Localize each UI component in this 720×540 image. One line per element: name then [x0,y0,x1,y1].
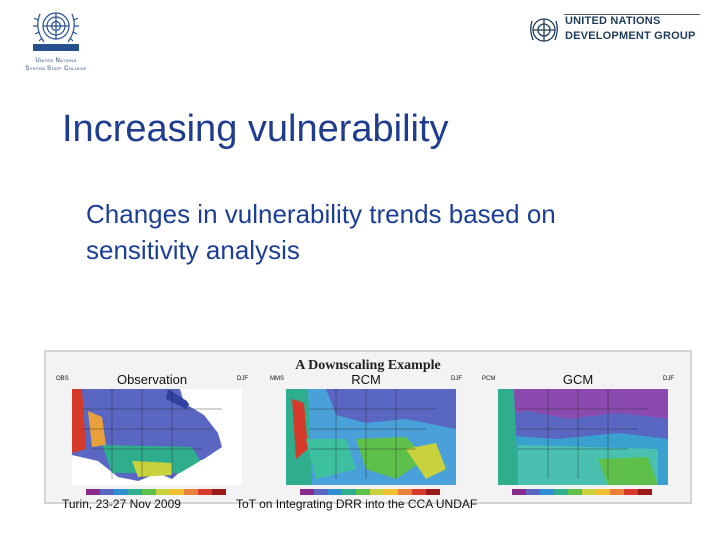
panel-tag-right: DJF [663,376,674,382]
panel-rcm: MMS RCM DJF [266,368,466,496]
rcm-map [286,389,456,485]
figure-title: A Downscaling Example [295,358,441,373]
right-logo-line2: DEVELOPMENT GROUP [565,30,696,42]
slide-body: Changes in vulnerability trends based on… [86,199,556,265]
footer-event: ToT on Integrating DRR into the CCA UNDA… [236,497,478,511]
panel-tag-left: MMS [270,376,284,382]
rcm-colorbar [300,489,440,495]
observation-colorbar [86,489,226,495]
undg-logo: UNITED NATIONS DEVELOPMENT GROUP [528,12,700,48]
footer-location-date: Turin, 23-27 Nov 2009 [62,497,181,511]
panel-tag-left: PCM [482,376,496,382]
downscaling-figure: A Downscaling Example OBS Observation DJ… [44,350,692,504]
panel-gcm: PCM GCM DJF [478,368,678,496]
left-logo-line2: System Staff College [25,66,87,72]
panel-tag-right: DJF [237,376,248,382]
un-emblem-icon [33,12,79,51]
slide-title: Increasing vulnerability [62,108,449,150]
panel-title: RCM [351,372,381,387]
gcm-map [498,389,668,485]
un-globe-icon [530,18,558,42]
panel-title: Observation [116,372,188,387]
left-logo-line1: United Nations [35,58,77,64]
panel-tag-right: DJF [451,376,462,382]
panel-title: GCM [562,372,594,387]
panel-observation: OBS Observation DJF [52,368,252,496]
unssc-logo: United Nations System Staff College [14,4,98,74]
panel-tag-left: OBS [56,376,69,382]
logo-rule [564,14,700,15]
gcm-colorbar [512,489,652,495]
observation-map [72,389,242,485]
right-logo-line1: UNITED NATIONS [565,15,661,27]
